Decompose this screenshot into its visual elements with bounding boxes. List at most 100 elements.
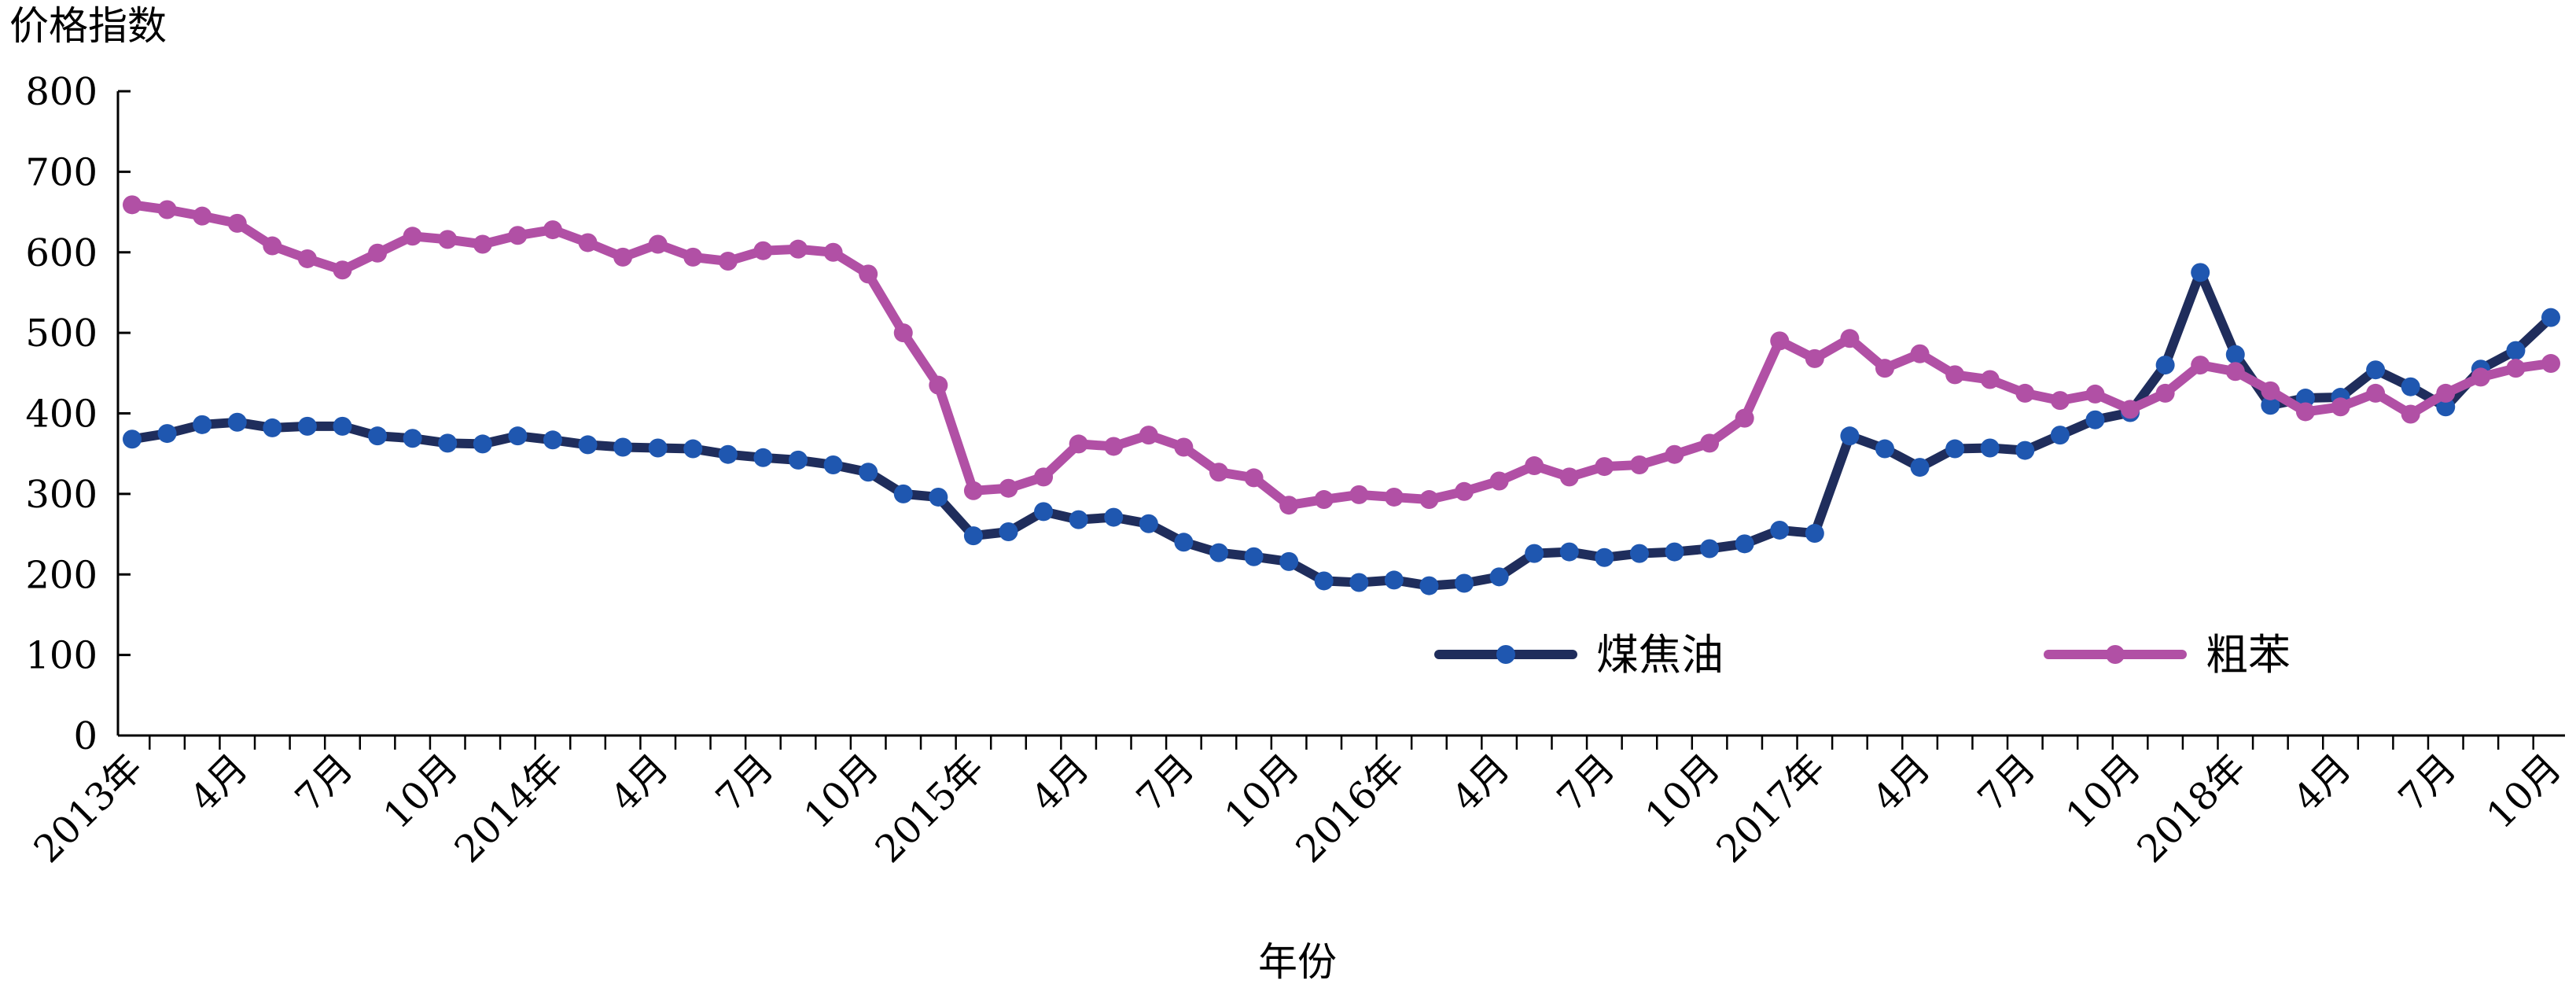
data-point — [1805, 348, 1824, 368]
data-point — [1700, 539, 1720, 559]
data-point — [1174, 437, 1194, 457]
data-point — [1735, 408, 1754, 428]
data-point — [1174, 533, 1194, 552]
data-point — [648, 438, 668, 458]
data-point — [1559, 467, 1579, 487]
data-point — [1244, 547, 1264, 566]
x-tick-label: 7月 — [1549, 746, 1624, 820]
data-point — [543, 220, 562, 240]
data-point — [227, 412, 247, 432]
data-point — [823, 242, 843, 262]
x-tick-label: 7月 — [708, 746, 782, 820]
data-point — [2261, 381, 2280, 400]
x-tick-label: 7月 — [287, 746, 362, 820]
data-point — [2015, 383, 2035, 403]
x-tick-label: 2016年 — [1287, 746, 1413, 872]
data-point — [718, 444, 738, 464]
data-point — [1384, 487, 1404, 507]
data-point — [2295, 389, 2315, 408]
data-point — [333, 416, 352, 436]
y-tick-label: 600 — [25, 231, 98, 275]
x-tick-label: 10月 — [2478, 746, 2570, 838]
data-point — [2085, 384, 2105, 404]
x-tick-label: 7月 — [1970, 746, 2044, 820]
data-point — [683, 439, 703, 459]
y-tick-label: 0 — [73, 714, 98, 758]
data-point — [157, 424, 177, 444]
data-point — [368, 426, 388, 446]
data-point — [2366, 360, 2386, 380]
legend-label: 粗苯 — [2206, 630, 2291, 680]
data-point — [2366, 383, 2386, 403]
x-tick-label: 2014年 — [447, 746, 572, 872]
data-point — [1945, 365, 1965, 385]
data-point — [859, 463, 878, 482]
data-point — [2401, 377, 2420, 396]
x-tick-label: 4月 — [1864, 746, 1939, 820]
data-point — [1770, 520, 1790, 540]
series-layer — [123, 195, 2560, 595]
series-line — [127, 200, 2556, 511]
data-point — [963, 526, 983, 546]
data-point — [1279, 551, 1299, 571]
data-point — [1455, 573, 1474, 593]
x-tick-label: 7月 — [2390, 746, 2465, 820]
data-point — [1455, 481, 1474, 501]
data-point — [1209, 463, 1228, 482]
y-tick-label: 300 — [25, 473, 98, 517]
y-axis-title: 价格指数 — [9, 3, 167, 49]
data-point — [2155, 383, 2175, 403]
x-tick-label: 10月 — [2058, 746, 2150, 838]
data-point — [473, 434, 492, 454]
x-tick-label: 2015年 — [867, 746, 992, 872]
data-point — [2401, 404, 2420, 424]
data-point — [1910, 458, 1930, 477]
data-point — [1069, 510, 1088, 529]
data-point — [1104, 507, 1124, 527]
data-point — [823, 455, 843, 475]
data-point — [753, 448, 773, 467]
data-point — [473, 234, 492, 254]
data-point — [963, 481, 983, 500]
data-point — [1770, 331, 1790, 351]
data-point — [1525, 456, 1544, 476]
data-point — [1805, 524, 1824, 544]
x-tick-label: 10月 — [1637, 746, 1729, 838]
data-point — [1910, 344, 1930, 363]
x-tick-label: 4月 — [182, 746, 256, 820]
data-point — [2506, 359, 2526, 378]
data-point — [718, 252, 738, 271]
data-point — [1244, 468, 1264, 488]
data-point — [2155, 356, 2175, 375]
data-point — [789, 239, 808, 259]
data-point — [893, 484, 913, 503]
data-point — [123, 195, 142, 215]
data-point — [227, 213, 247, 233]
y-tick-label: 100 — [25, 634, 98, 678]
data-point — [2225, 362, 2245, 382]
data-point — [789, 450, 808, 470]
data-point — [263, 236, 282, 256]
data-point — [1840, 426, 1860, 446]
axes — [116, 90, 2565, 750]
x-axis-title: 年份 — [1258, 939, 1337, 985]
data-point — [263, 418, 282, 437]
data-point — [438, 230, 458, 249]
y-tick-label: 700 — [25, 150, 98, 194]
data-point — [999, 522, 1018, 541]
legend-item-1: 煤焦油 — [1434, 630, 1724, 680]
data-point — [368, 243, 388, 263]
x-tick-label: 2017年 — [1708, 746, 1834, 872]
data-point — [1034, 502, 1054, 522]
legend-swatch-marker — [2106, 645, 2125, 664]
data-point — [1945, 439, 1965, 459]
data-point — [297, 416, 317, 436]
data-point — [1980, 370, 2000, 389]
y-tick-label: 400 — [25, 393, 98, 437]
data-point — [1384, 570, 1404, 590]
data-point — [1139, 426, 1158, 445]
data-point — [2191, 356, 2210, 375]
x-tick-label: 4月 — [2285, 746, 2360, 820]
